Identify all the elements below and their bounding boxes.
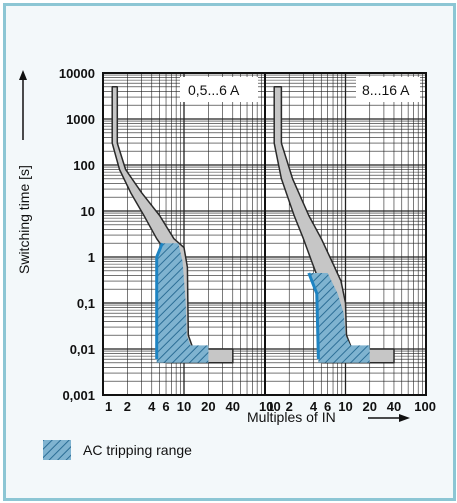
x-tick-label: 4 — [148, 399, 156, 414]
legend-label: AC tripping range — [83, 442, 192, 458]
panel-2-label-box — [356, 77, 420, 102]
x-tick-label: 4 — [310, 399, 318, 414]
ac-tripping-range-swatch — [43, 440, 71, 460]
panel-2-label: 8...16 A — [362, 82, 410, 98]
panel-1-ac-edge — [155, 242, 164, 360]
x-tick-label: 40 — [226, 399, 240, 414]
y-tick-label: 0,1 — [77, 296, 95, 311]
x-tick-label: 1 — [267, 399, 274, 414]
panel-2-border — [264, 72, 427, 396]
panel-1-label: 0,5...6 A — [188, 82, 240, 98]
x-tick-label: 2 — [124, 399, 131, 414]
x-tick-label: 6 — [324, 399, 331, 414]
x-axis-title-group: Multiples of IN — [247, 409, 410, 425]
y-axis-arrow-head — [19, 70, 27, 80]
y-tick-label: 1 — [88, 250, 95, 265]
x-tick-label: 6 — [162, 399, 169, 414]
x-axis-arrow-head — [399, 414, 410, 422]
x-tick-label: 10 — [338, 399, 352, 414]
legend: AC tripping range — [43, 440, 192, 460]
x-tick-label: 40 — [387, 399, 401, 414]
panel-2-curves — [273, 86, 395, 364]
y-tick-label: 0,01 — [70, 342, 95, 357]
y-tick-label: 10000 — [59, 66, 95, 81]
x-tick-label: 2 — [286, 399, 293, 414]
y-tick-label: 0,001 — [62, 388, 95, 403]
panel-1-ac-tripping-range — [156, 243, 209, 363]
x-tick-label: 20 — [201, 399, 215, 414]
panel-2-grid — [264, 73, 426, 396]
y-tick-label: 1000 — [66, 112, 95, 127]
x-tick-label: 10 — [177, 399, 191, 414]
panel-2-ac-edge — [307, 272, 320, 360]
x-axis-title: Multiples of IN — [247, 409, 336, 425]
panel-1-curves — [111, 86, 234, 364]
x-tick-label: 100 — [259, 399, 281, 414]
y-tick-label: 10 — [81, 204, 95, 219]
y-axis-title: Switching time [s] — [16, 165, 32, 274]
panel-2-ac-tripping-range — [308, 273, 370, 363]
panel-1-label-box — [180, 77, 258, 102]
x-tick-label: 100 — [414, 399, 436, 414]
y-axis-tick-labels: 10000 1000 100 10 1 0,1 0,01 0,001 — [59, 66, 95, 403]
y-tick-label: 100 — [73, 158, 95, 173]
x-tick-label: 20 — [362, 399, 376, 414]
y-axis-title-group: Switching time [s] — [16, 70, 32, 274]
x-tick-label: 1 — [105, 399, 112, 414]
